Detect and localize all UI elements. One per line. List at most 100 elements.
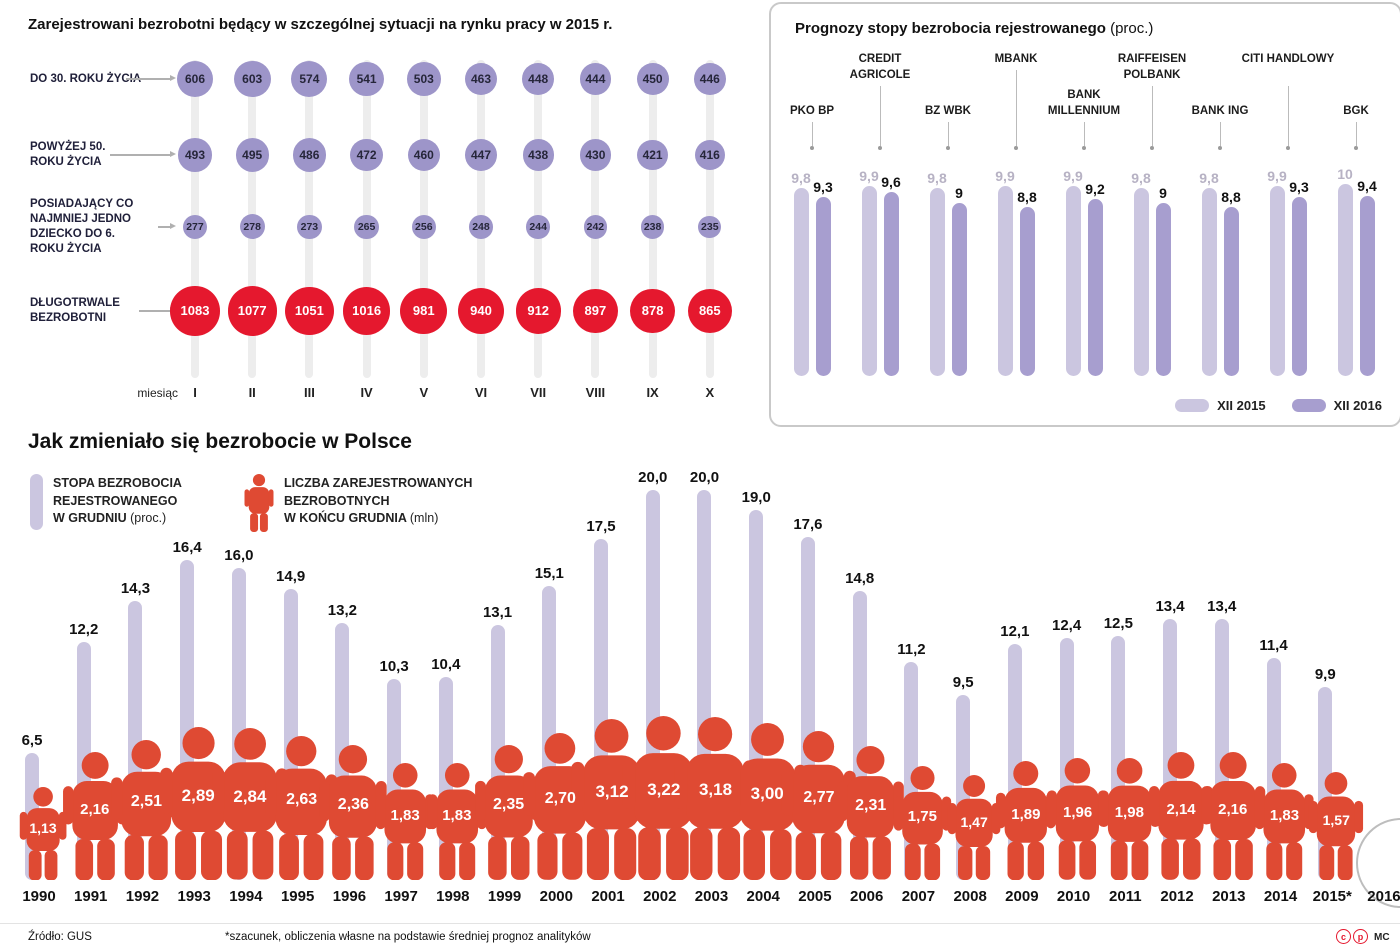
value-label-2015: 10 [1337, 166, 1353, 182]
data-circle: 430 [579, 139, 611, 171]
bar-xii-2016 [1291, 197, 1307, 376]
person-pictogram [836, 746, 905, 880]
person-icon [244, 474, 274, 532]
rate-value-label: 10,3 [379, 658, 409, 676]
special-chart-title: Zarejestrowani bezrobotni będący w szcze… [28, 16, 613, 33]
year-label: 1995 [280, 888, 315, 905]
person-pictogram [893, 765, 952, 881]
person-pictogram [375, 762, 436, 880]
rate-value-label: 14,9 [276, 568, 306, 586]
person-pictogram [1308, 771, 1364, 880]
data-circle: 416 [694, 139, 726, 171]
count-value-label: 2,63 [286, 791, 318, 809]
series-label: DO 30. ROKU ŻYCIA [30, 72, 142, 85]
data-circle: 235 [698, 215, 722, 239]
x-tick-label: X [705, 385, 715, 400]
year-label: 2010 [1056, 888, 1091, 905]
value-label-2016: 9,3 [813, 179, 833, 196]
leader-dot [946, 146, 950, 150]
person-icon [427, 762, 487, 880]
bar-xii-2016 [1087, 199, 1103, 376]
count-value-label: 2,16 [80, 800, 110, 818]
rate-value-label: 14,8 [845, 570, 875, 588]
leader-dot [1218, 146, 1222, 150]
x-tick-label: IV [360, 385, 373, 400]
rate-value-label: 13,1 [482, 603, 513, 621]
leader-line [948, 122, 949, 146]
value-label-2016: 9 [955, 185, 963, 202]
footer-divider [0, 923, 1400, 924]
data-circle: 244 [526, 215, 550, 239]
data-circle: 273 [297, 214, 322, 240]
legend-unit: (proc.) [130, 511, 167, 525]
person-icon [1098, 757, 1160, 880]
leader-line [1220, 122, 1221, 146]
leader-line [1084, 122, 1085, 146]
bank-label: MBANK [994, 53, 1038, 65]
count-value-label: 3,12 [595, 781, 629, 801]
data-circle: 256 [411, 215, 436, 239]
leader-dot [1286, 146, 1290, 150]
forecast-legend: XII 2015 XII 2016 [1175, 398, 1382, 413]
year-label: 1993 [177, 888, 211, 905]
count-value-label: 1,47 [960, 814, 988, 831]
leader-dot [1150, 146, 1154, 150]
data-circle: 448 [522, 63, 555, 95]
data-circle: 503 [406, 62, 441, 96]
data-circle: 1083 [170, 286, 220, 336]
year-label: 2008 [953, 888, 987, 905]
data-circle: 1051 [285, 286, 334, 336]
bar-xii-2015 [997, 185, 1013, 376]
rate-value-label: 20,0 [689, 469, 720, 486]
year-label: 1998 [436, 888, 470, 905]
footer-source: Źródło: GUS [28, 931, 92, 943]
data-circle: 865 [687, 288, 732, 334]
value-label-2015: 9,8 [1199, 169, 1219, 186]
data-circle: 421 [637, 139, 668, 171]
year-label: 1990 [22, 888, 56, 905]
count-value-label: 2,77 [803, 788, 835, 806]
arrow [110, 154, 170, 156]
rate-bar-icon [30, 474, 43, 530]
value-label-2015: 9,9 [1063, 167, 1083, 184]
leader-line [1016, 70, 1017, 146]
series-label: POSIADAJĄCY CO NAJMNIEJ JEDNO DZIECKO DO… [30, 198, 134, 255]
person-icon [1309, 771, 1364, 880]
rate-value-label: 13,4 [1207, 597, 1237, 615]
legend-item-xii-2016: XII 2016 [1291, 398, 1382, 413]
x-tick-label: II [248, 385, 256, 400]
forecast-panel: Prognozy stopy bezrobocia rejestrowanego… [769, 2, 1400, 427]
rate-value-label: 16,0 [224, 547, 254, 564]
year-label: 2011 [1109, 888, 1142, 905]
data-circle: 981 [400, 287, 448, 335]
count-value-label: 1,57 [1322, 812, 1350, 829]
rate-value-label: 13,4 [1155, 597, 1185, 615]
year-label: 1997 [384, 888, 418, 905]
count-value-label: 3,00 [750, 783, 784, 803]
arrow [139, 310, 170, 312]
history-legend: STOPA BEZROBOCIA REJESTROWANEGO W GRUDNI… [30, 474, 472, 537]
bar-xii-2015 [1133, 187, 1149, 376]
leader-dot [1354, 146, 1358, 150]
value-label-2016: 9 [1159, 185, 1167, 202]
rate-value-label: 16,4 [172, 539, 202, 557]
legend-line-text: BEZROBOTNYCH [283, 493, 390, 508]
forecast-title-unit: (proc.) [1110, 20, 1154, 37]
data-circle: 447 [465, 139, 497, 171]
legend-line: REJESTROWANEGO [53, 493, 182, 511]
value-label-2015: 9,8 [791, 169, 811, 186]
bank-label: RAIFFEISEN POLBANK [1117, 53, 1187, 81]
data-circle: 574 [291, 61, 328, 97]
person-icon [837, 746, 905, 880]
bar-xii-2015 [929, 187, 945, 376]
legend-line-text: W GRUDNIU [53, 511, 127, 525]
legend-item-rate: STOPA BEZROBOCIA REJESTROWANEGO W GRUDNI… [30, 474, 182, 537]
leader-line [880, 86, 881, 146]
arrow-head-icon [170, 223, 176, 229]
leader-line [1356, 122, 1357, 146]
data-circle: 897 [572, 288, 618, 334]
bar-xii-2015 [1065, 185, 1081, 376]
leader-dot [1082, 146, 1086, 150]
value-label-2016: 9,2 [1085, 181, 1105, 198]
year-label: 2004 [746, 888, 780, 905]
